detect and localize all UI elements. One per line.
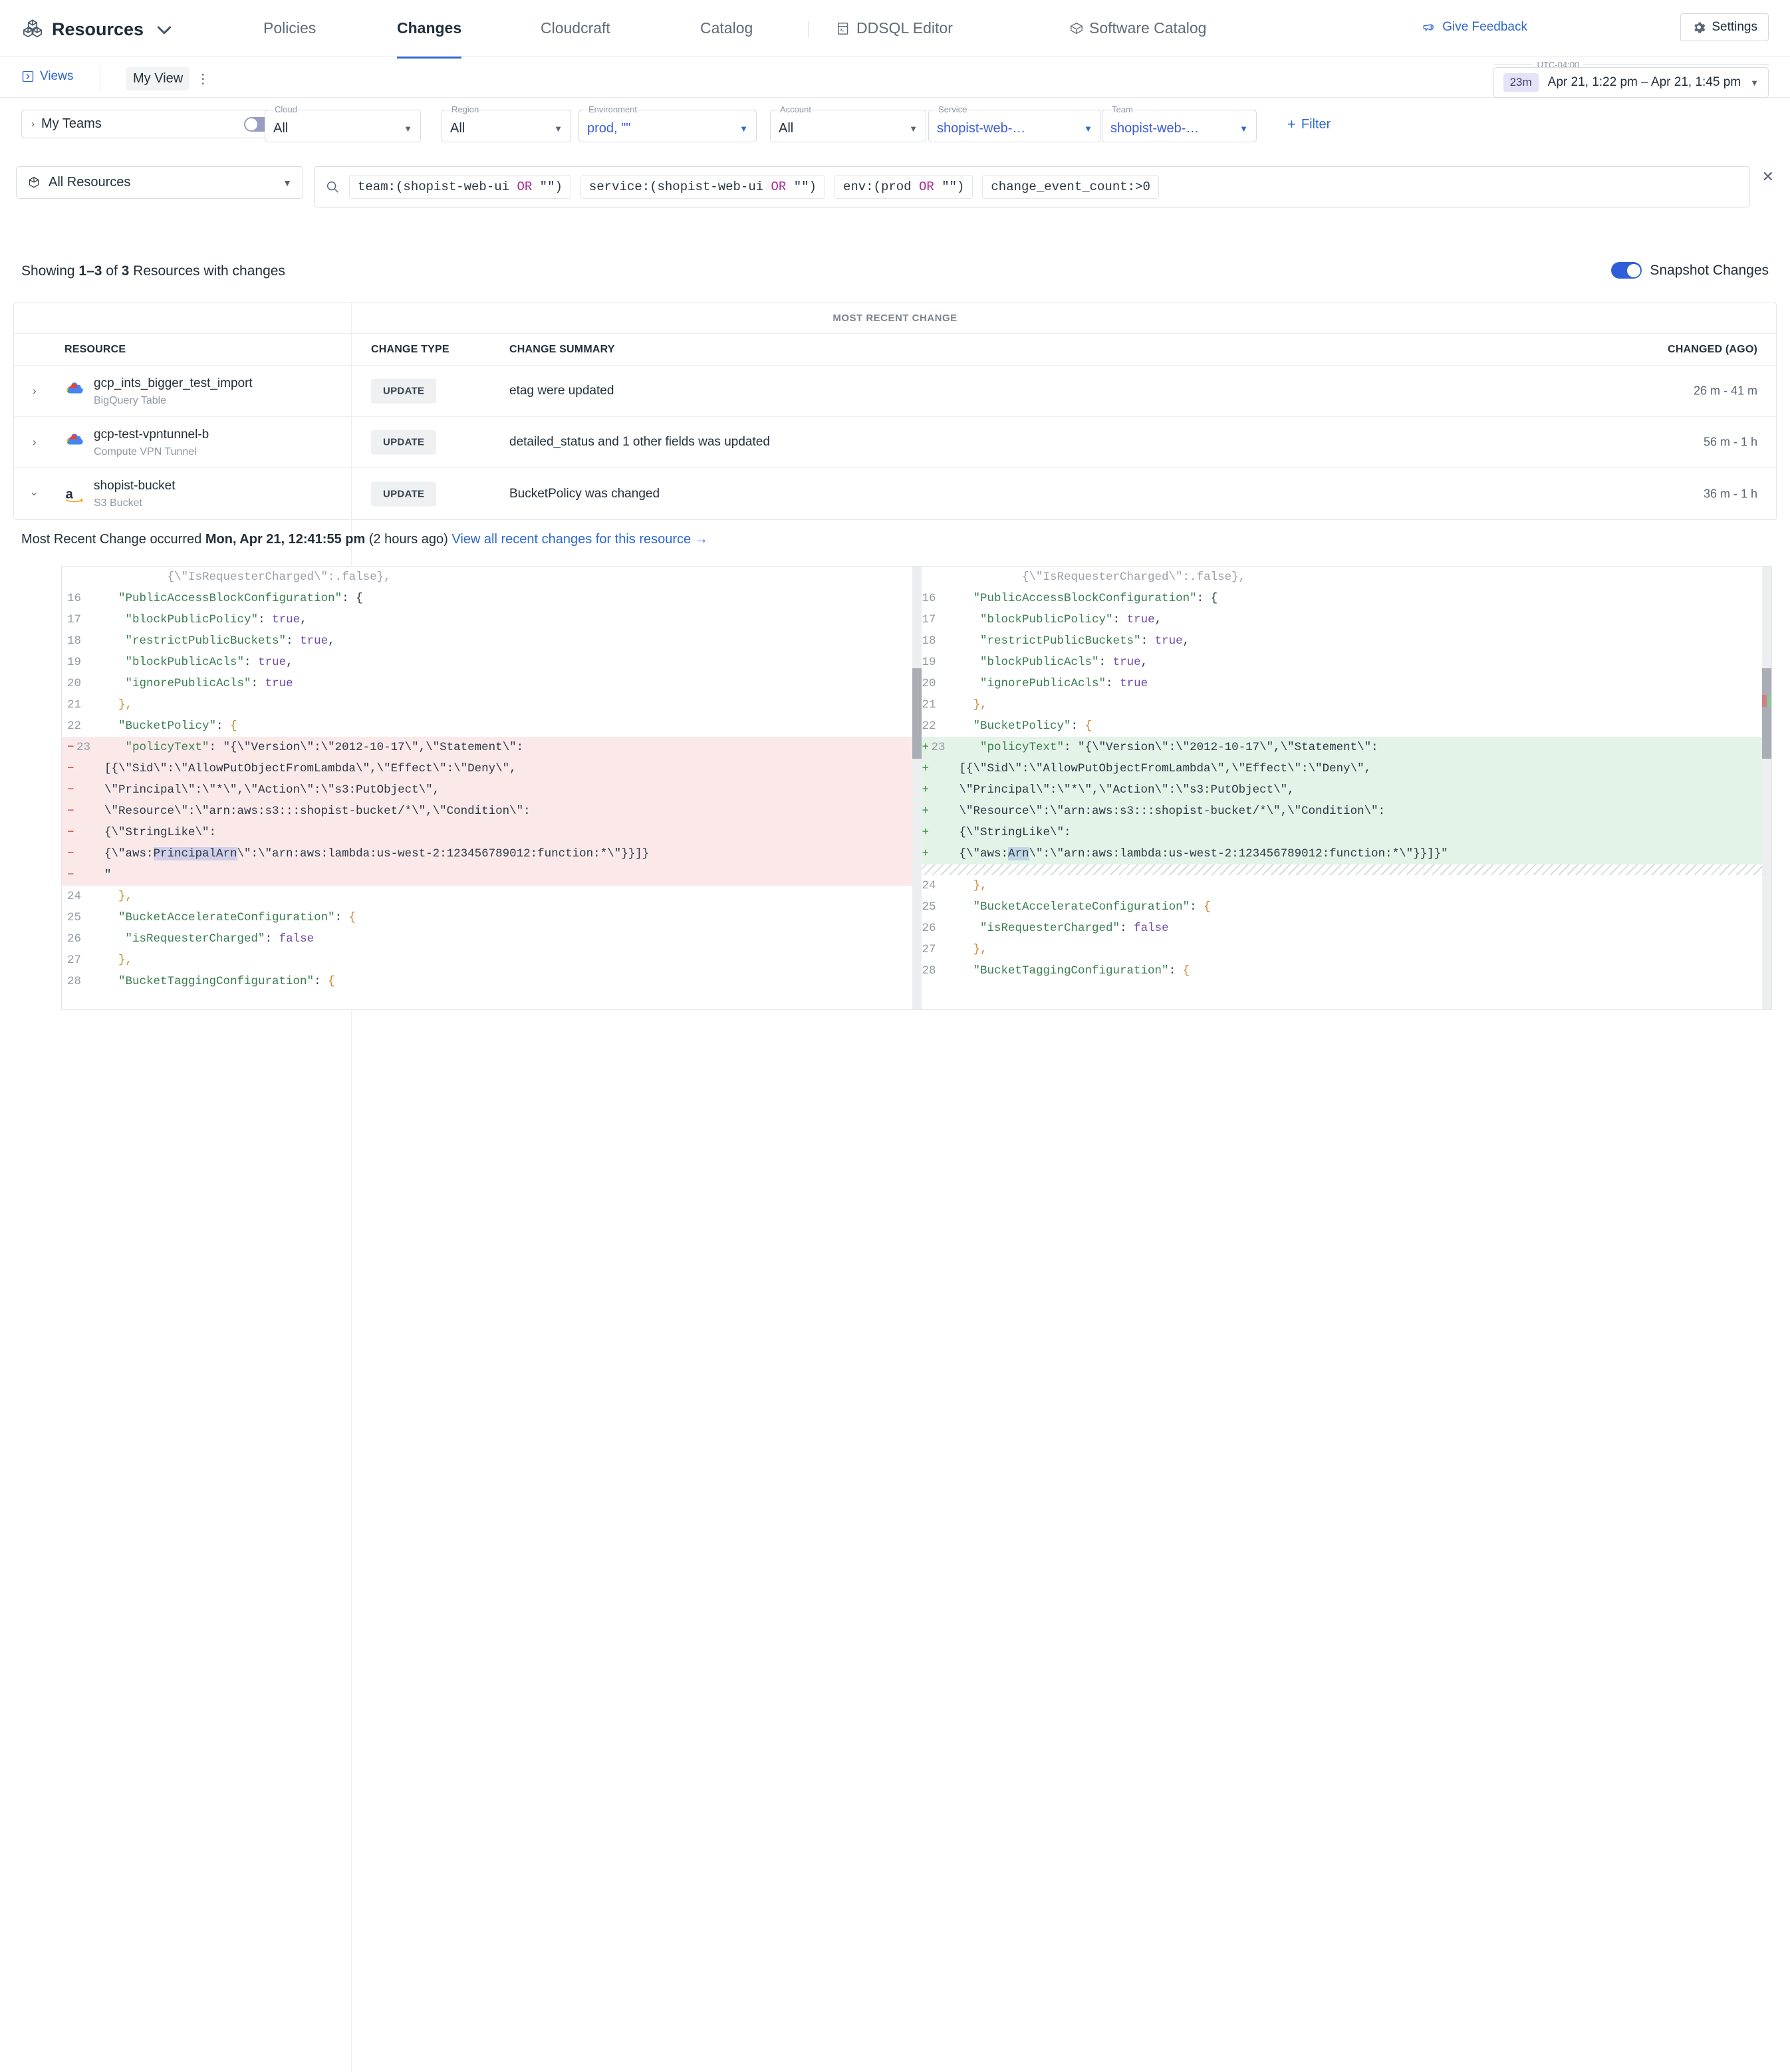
svg-text:a: a [66, 487, 74, 501]
